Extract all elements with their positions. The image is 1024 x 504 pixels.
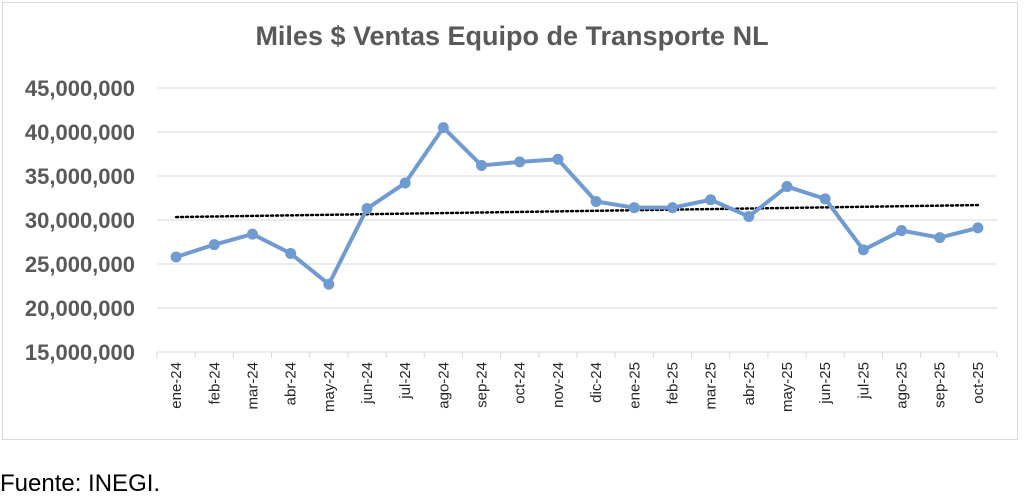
y-tick-label: 20,000,000 xyxy=(25,296,135,321)
trend-line xyxy=(174,203,980,219)
x-tick-label: dic-24 xyxy=(588,362,605,403)
data-point xyxy=(896,225,908,237)
data-point xyxy=(246,228,258,240)
x-tick-label: ene-24 xyxy=(168,362,185,409)
data-point xyxy=(552,153,564,165)
x-tick-label: feb-24 xyxy=(206,362,223,405)
data-point xyxy=(170,251,182,263)
data-point xyxy=(666,202,678,214)
data-point xyxy=(743,210,755,222)
x-tick-label: may-25 xyxy=(779,362,796,412)
x-tick-label: may-24 xyxy=(321,362,338,412)
x-tick-label: sep-24 xyxy=(474,362,491,408)
x-tick-label: ago-24 xyxy=(435,362,452,409)
y-tick-label: 40,000,000 xyxy=(25,120,135,145)
y-tick-label: 30,000,000 xyxy=(25,208,135,233)
data-point xyxy=(437,122,449,134)
data-point xyxy=(781,181,793,193)
y-tick-label: 45,000,000 xyxy=(25,76,135,101)
y-tick-label: 35,000,000 xyxy=(25,164,135,189)
line-chart: 45,000,000 40,000,000 35,000,000 30,000,000… xyxy=(25,76,998,412)
series-line xyxy=(175,125,979,287)
x-tick-label: oct-24 xyxy=(512,362,529,404)
chart-frame xyxy=(2,2,1018,440)
x-tick-label: jun-25 xyxy=(817,362,834,405)
x-tick-label: feb-25 xyxy=(664,362,681,405)
data-point xyxy=(323,278,335,290)
data-point xyxy=(934,232,946,244)
data-point xyxy=(628,202,640,214)
chart-title: Miles $ Ventas Equipo de Transporte NL xyxy=(255,21,769,51)
x-tick-label: jul-24 xyxy=(397,362,414,400)
x-tick-label: abr-24 xyxy=(283,362,300,405)
x-tick-label: jul-25 xyxy=(855,362,872,400)
source-note: Fuente: INEGI. xyxy=(0,470,161,497)
data-point xyxy=(819,193,831,205)
x-tick-label: abr-25 xyxy=(741,362,758,405)
data-point xyxy=(285,247,297,259)
data-point xyxy=(208,239,220,251)
data-point xyxy=(399,177,411,189)
x-tick-label: jun-24 xyxy=(359,362,376,405)
x-tick-label: mar-24 xyxy=(244,362,261,410)
x-tick-label: oct-25 xyxy=(970,362,987,404)
data-point xyxy=(972,222,984,234)
x-tick-label: nov-24 xyxy=(550,362,567,408)
data-point xyxy=(476,159,488,171)
x-tick-label: ago-25 xyxy=(894,362,911,409)
data-point xyxy=(514,156,526,168)
y-tick-label: 15,000,000 xyxy=(25,340,135,365)
data-point xyxy=(705,194,717,206)
data-point xyxy=(361,203,373,215)
x-tick-label: ene-25 xyxy=(626,362,643,409)
y-tick-label: 25,000,000 xyxy=(25,252,135,277)
x-tick-label: mar-25 xyxy=(703,362,720,410)
x-tick-label: sep-25 xyxy=(932,362,949,408)
data-point xyxy=(857,244,869,256)
data-point xyxy=(590,196,602,208)
